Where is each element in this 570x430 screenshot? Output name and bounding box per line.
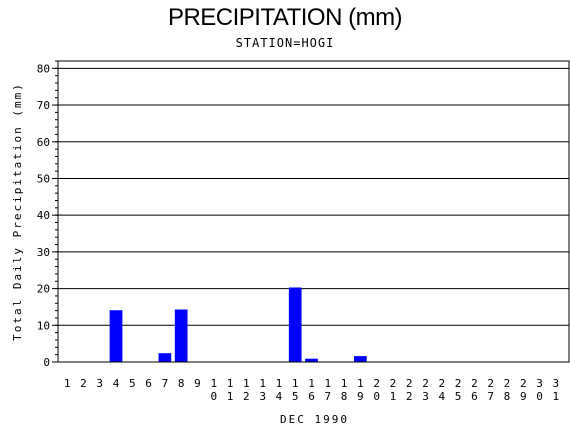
y-tick-label: 80 (37, 62, 50, 75)
y-tick-label: 70 (37, 99, 50, 112)
x-tick-label: 5 (129, 377, 136, 390)
bar (305, 358, 318, 362)
x-tick-label: 1 (259, 377, 266, 390)
bar (354, 356, 367, 362)
y-tick-label: 20 (37, 283, 50, 296)
x-tick-label: 1 (210, 377, 217, 390)
x-axis-label: DEC 1990 (280, 413, 349, 426)
x-tick-label: 2 (373, 377, 380, 390)
bar (109, 310, 123, 362)
y-tick-label: 30 (37, 246, 50, 259)
x-tick-label: 3 (553, 377, 560, 390)
plot-frame (57, 60, 570, 363)
x-tick-label: 5 (455, 390, 462, 403)
x-tick-label: 1 (276, 377, 283, 390)
x-tick-label: 7 (162, 377, 169, 390)
x-tick-label: 2 (504, 377, 511, 390)
x-tick-label: 3 (536, 377, 543, 390)
x-tick-label: 2 (439, 377, 446, 390)
x-tick-label: 3 (422, 390, 429, 403)
x-tick-label: 4 (276, 390, 283, 403)
x-tick-label: 1 (553, 390, 560, 403)
x-tick-label: 1 (357, 377, 364, 390)
x-tick-label: 0 (536, 390, 543, 403)
x-tick-label: 6 (308, 390, 315, 403)
x-tick-label: 3 (96, 377, 103, 390)
x-tick-label: 5 (292, 390, 299, 403)
x-tick-label: 9 (194, 377, 201, 390)
y-tick-label: 50 (37, 172, 50, 185)
x-tick-label: 2 (471, 377, 478, 390)
bar (174, 309, 188, 362)
x-tick-label: 2 (487, 377, 494, 390)
x-tick-label: 1 (227, 377, 234, 390)
x-tick-label: 4 (439, 390, 446, 403)
x-tick-label: 9 (357, 390, 364, 403)
bar (158, 353, 172, 362)
x-tick-label: 6 (471, 390, 478, 403)
x-tick-label: 2 (80, 377, 87, 390)
bar (288, 287, 302, 362)
x-tick-label: 1 (341, 377, 348, 390)
y-tick-label: 40 (37, 209, 50, 222)
x-tick-label: 1 (324, 377, 331, 390)
x-tick-label: 2 (406, 377, 413, 390)
x-tick-label: 7 (487, 390, 494, 403)
x-tick-label: 2 (455, 377, 462, 390)
x-tick-label: 2 (390, 377, 397, 390)
x-tick-label: 8 (504, 390, 511, 403)
x-tick-label: 1 (64, 377, 71, 390)
chart-title: PRECIPITATION (mm) (167, 4, 403, 31)
x-tick-label: 8 (341, 390, 348, 403)
x-tick-label: 1 (292, 377, 299, 390)
x-tick-label: 9 (520, 390, 527, 403)
x-tick-label: 0 (373, 390, 380, 403)
x-tick-label: 2 (422, 377, 429, 390)
x-tick-label: 6 (145, 377, 152, 390)
x-tick-label: 1 (243, 377, 250, 390)
x-tick-label: 3 (259, 390, 266, 403)
x-tick-label: 4 (113, 377, 120, 390)
x-tick-label: 2 (406, 390, 413, 403)
x-tick-label: 1 (308, 377, 315, 390)
chart-subtitle: STATION=HOGI (235, 36, 335, 50)
x-tick-label: 0 (210, 390, 217, 403)
x-tick-label: 1 (390, 390, 397, 403)
y-tick-label: 10 (37, 319, 50, 332)
x-tick-label: 2 (243, 390, 250, 403)
y-tick-label: 60 (37, 136, 50, 149)
x-tick-label: 2 (520, 377, 527, 390)
x-tick-label: 7 (324, 390, 331, 403)
x-tick-label: 1 (227, 390, 234, 403)
x-tick-label: 8 (178, 377, 185, 390)
y-axis-label: Total Daily Precipitation (mm) (11, 82, 24, 341)
y-tick-label: 0 (43, 356, 50, 369)
